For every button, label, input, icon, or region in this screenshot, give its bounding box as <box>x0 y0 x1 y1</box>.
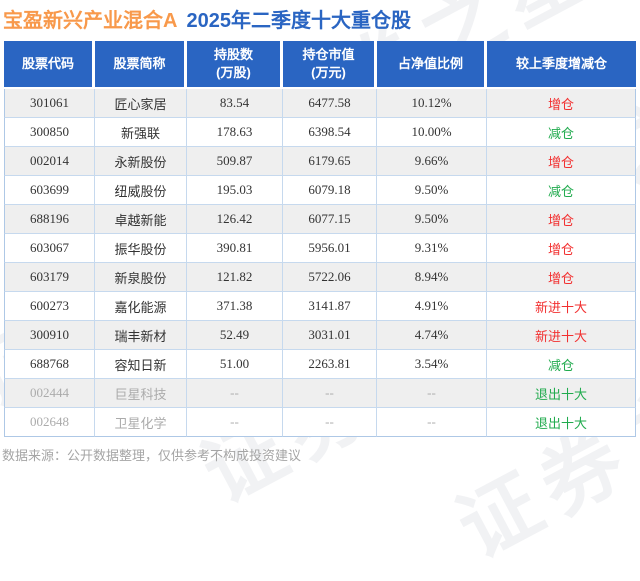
stock-code-cell: 688768 <box>4 350 95 379</box>
shares-cell: 51.00 <box>187 350 283 379</box>
page-title: 宝盈新兴产业混合A 2025年二季度十大重仓股 <box>3 4 411 33</box>
stock-code-cell: 002444 <box>4 379 95 408</box>
stock-code-cell: 301061 <box>4 89 95 118</box>
table-row: 603179 新泉股份 121.82 5722.06 8.94% 增仓 <box>4 263 636 292</box>
position-change-cell: 增仓 <box>487 89 636 118</box>
table-row: 300910 瑞丰新材 52.49 3031.01 4.74% 新进十大 <box>4 321 636 350</box>
table-row: 002648 卫星化学 -- -- -- 退出十大 <box>4 408 636 437</box>
position-change-cell: 减仓 <box>487 350 636 379</box>
stock-code-cell: 603067 <box>4 234 95 263</box>
shares-cell: 121.82 <box>187 263 283 292</box>
table-row: 688768 容知日新 51.00 2263.81 3.54% 减仓 <box>4 350 636 379</box>
net-ratio-cell: 10.00% <box>377 118 487 147</box>
table-row: 603067 振华股份 390.81 5956.01 9.31% 增仓 <box>4 234 636 263</box>
stock-name-cell: 瑞丰新材 <box>95 321 187 350</box>
market-value-cell: 6398.54 <box>283 118 377 147</box>
shares-cell: 509.87 <box>187 147 283 176</box>
stock-name-cell: 振华股份 <box>95 234 187 263</box>
net-ratio-cell: 10.12% <box>377 89 487 118</box>
position-change-cell: 新进十大 <box>487 321 636 350</box>
shares-cell: 126.42 <box>187 205 283 234</box>
table-row: 600273 嘉化能源 371.38 3141.87 4.91% 新进十大 <box>4 292 636 321</box>
stock-name-cell: 匠心家居 <box>95 89 187 118</box>
market-value-cell: 6077.15 <box>283 205 377 234</box>
col-header-shares: 持股数 (万股) <box>187 41 283 89</box>
net-ratio-cell: 4.74% <box>377 321 487 350</box>
col-header-stock-code: 股票代码 <box>4 41 95 89</box>
net-ratio-cell: 9.31% <box>377 234 487 263</box>
stock-code-cell: 300850 <box>4 118 95 147</box>
market-value-cell: 5956.01 <box>283 234 377 263</box>
net-ratio-cell: 4.91% <box>377 292 487 321</box>
position-change-cell: 新进十大 <box>487 292 636 321</box>
stock-code-cell: 688196 <box>4 205 95 234</box>
stock-name-cell: 纽威股份 <box>95 176 187 205</box>
table-row: 300850 新强联 178.63 6398.54 10.00% 减仓 <box>4 118 636 147</box>
market-value-cell: 2263.81 <box>283 350 377 379</box>
table-row: 002444 巨星科技 -- -- -- 退出十大 <box>4 379 636 408</box>
position-change-cell: 增仓 <box>487 234 636 263</box>
stock-name-cell: 新强联 <box>95 118 187 147</box>
stock-name-cell: 巨星科技 <box>95 379 187 408</box>
market-value-cell: 3031.01 <box>283 321 377 350</box>
market-value-cell: 6079.18 <box>283 176 377 205</box>
stock-name-cell: 容知日新 <box>95 350 187 379</box>
position-change-cell: 退出十大 <box>487 408 636 437</box>
table-header: 股票代码 股票简称 持股数 (万股) 持仓市值 (万元) 占净值比例 较上季度增… <box>4 41 636 89</box>
shares-cell: 83.54 <box>187 89 283 118</box>
position-change-cell: 增仓 <box>487 147 636 176</box>
col-header-position-change: 较上季度增减仓 <box>487 41 636 89</box>
header-row: 股票代码 股票简称 持股数 (万股) 持仓市值 (万元) 占净值比例 较上季度增… <box>4 41 636 89</box>
fund-name: 宝盈新兴产业混合A <box>3 10 178 32</box>
market-value-cell: 6477.58 <box>283 89 377 118</box>
stock-name-cell: 卫星化学 <box>95 408 187 437</box>
market-value-cell: 6179.65 <box>283 147 377 176</box>
market-value-cell: -- <box>283 379 377 408</box>
stock-code-cell: 002014 <box>4 147 95 176</box>
position-change-cell: 增仓 <box>487 205 636 234</box>
col-header-market-value: 持仓市值 (万元) <box>283 41 377 89</box>
table-row: 603699 纽威股份 195.03 6079.18 9.50% 减仓 <box>4 176 636 205</box>
shares-cell: 195.03 <box>187 176 283 205</box>
shares-cell: 178.63 <box>187 118 283 147</box>
table-row: 301061 匠心家居 83.54 6477.58 10.12% 增仓 <box>4 89 636 118</box>
position-change-cell: 减仓 <box>487 176 636 205</box>
stock-name-cell: 卓越新能 <box>95 205 187 234</box>
market-value-cell: -- <box>283 408 377 437</box>
net-ratio-cell: 8.94% <box>377 263 487 292</box>
holdings-table: 股票代码 股票简称 持股数 (万股) 持仓市值 (万元) 占净值比例 较上季度增… <box>4 41 636 437</box>
stock-code-cell: 603699 <box>4 176 95 205</box>
position-change-cell: 减仓 <box>487 118 636 147</box>
net-ratio-cell: 9.66% <box>377 147 487 176</box>
net-ratio-cell: 3.54% <box>377 350 487 379</box>
stock-code-cell: 600273 <box>4 292 95 321</box>
report-period: 2025年二季度十大重仓股 <box>186 10 411 32</box>
position-change-cell: 增仓 <box>487 263 636 292</box>
stock-code-cell: 603179 <box>4 263 95 292</box>
shares-cell: 52.49 <box>187 321 283 350</box>
table-row: 002014 永新股份 509.87 6179.65 9.66% 增仓 <box>4 147 636 176</box>
net-ratio-cell: -- <box>377 379 487 408</box>
shares-cell: 371.38 <box>187 292 283 321</box>
net-ratio-cell: -- <box>377 408 487 437</box>
stock-name-cell: 永新股份 <box>95 147 187 176</box>
table-row: 688196 卓越新能 126.42 6077.15 9.50% 增仓 <box>4 205 636 234</box>
position-change-cell: 退出十大 <box>487 379 636 408</box>
col-header-stock-name: 股票简称 <box>95 41 187 89</box>
col-header-net-ratio: 占净值比例 <box>377 41 487 89</box>
stock-code-cell: 002648 <box>4 408 95 437</box>
stock-code-cell: 300910 <box>4 321 95 350</box>
shares-cell: -- <box>187 408 283 437</box>
market-value-cell: 5722.06 <box>283 263 377 292</box>
stock-name-cell: 嘉化能源 <box>95 292 187 321</box>
net-ratio-cell: 9.50% <box>377 176 487 205</box>
market-value-cell: 3141.87 <box>283 292 377 321</box>
shares-cell: -- <box>187 379 283 408</box>
stock-name-cell: 新泉股份 <box>95 263 187 292</box>
shares-cell: 390.81 <box>187 234 283 263</box>
data-source-note: 数据来源：公开数据整理，仅供参考不构成投资建议 <box>2 448 302 463</box>
net-ratio-cell: 9.50% <box>377 205 487 234</box>
